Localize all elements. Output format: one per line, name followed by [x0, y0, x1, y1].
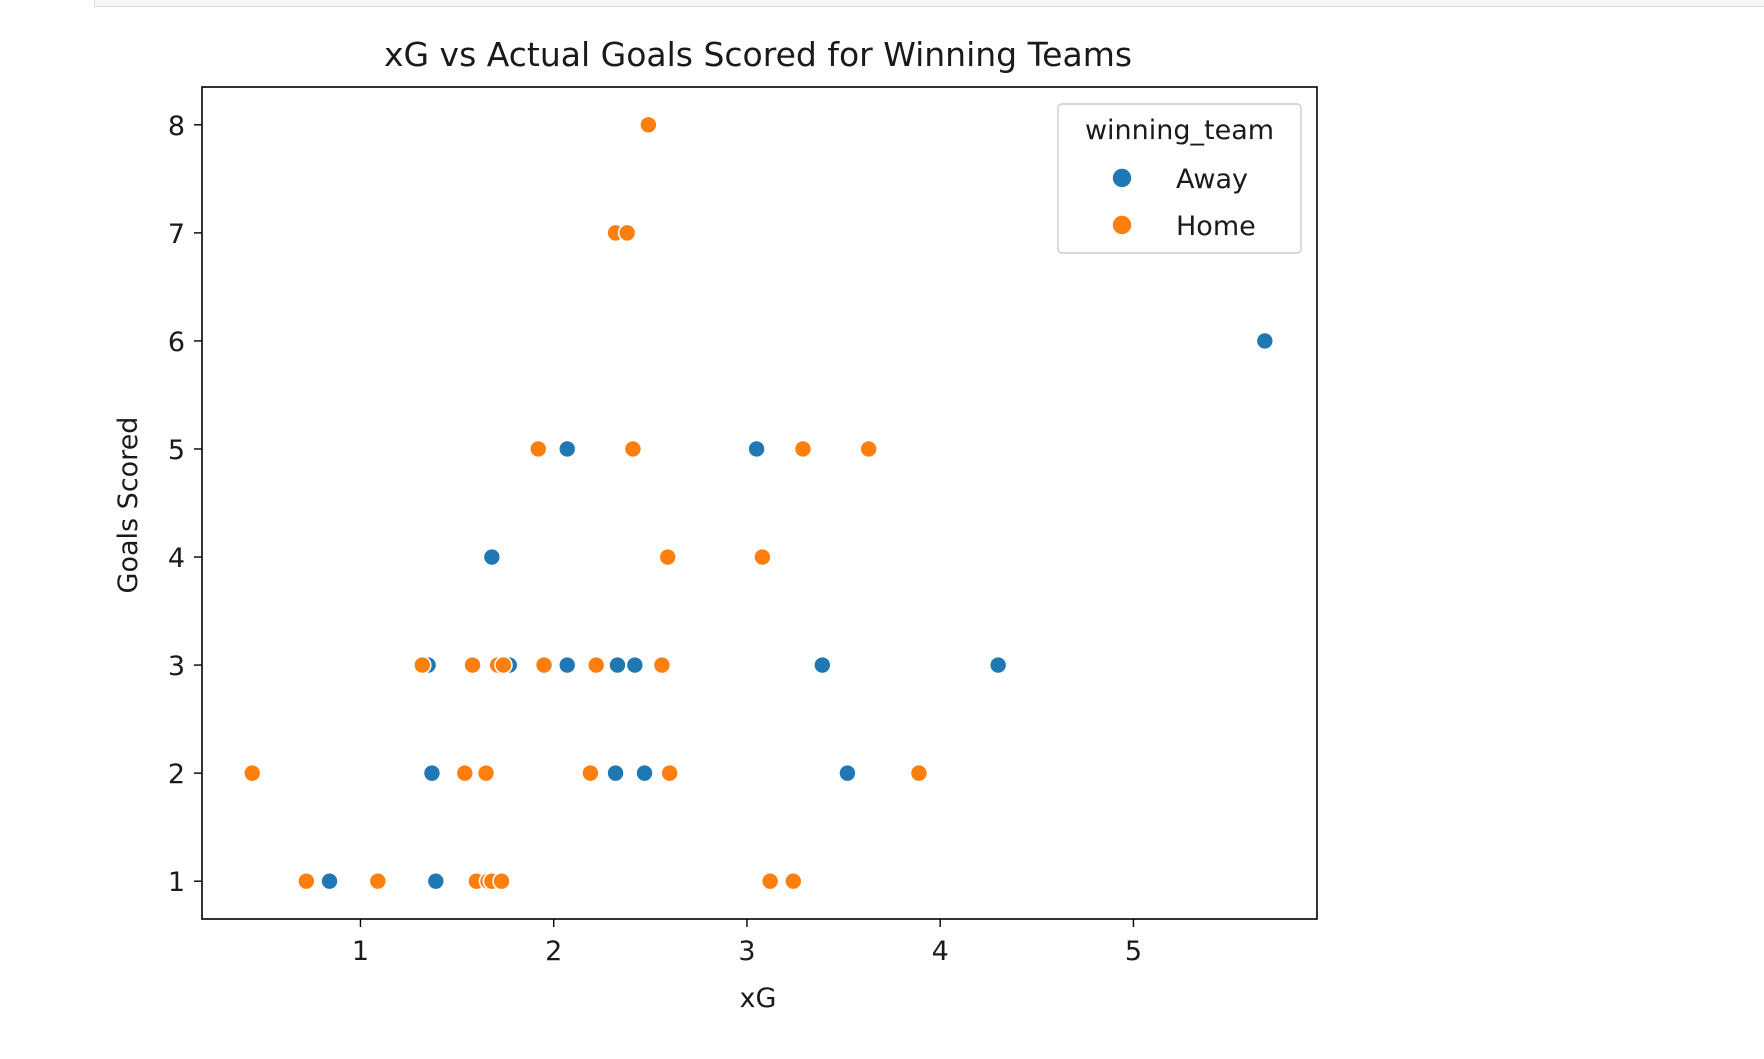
data-point-away [557, 439, 577, 459]
y-tick-label: 6 [168, 327, 185, 358]
y-tick-label: 2 [168, 759, 185, 790]
x-tick-label: 3 [738, 936, 755, 967]
y-tick-label: 8 [168, 111, 185, 142]
data-point-home [581, 763, 600, 783]
data-point-home [455, 763, 475, 783]
data-point-home [639, 115, 658, 135]
series-away [320, 331, 1275, 891]
data-point-home [297, 871, 316, 891]
notebook-cell-edge [94, 0, 1764, 7]
data-point-home [463, 655, 482, 675]
data-point-away [635, 763, 654, 783]
y-tick-label: 4 [168, 543, 185, 574]
y-tick-label: 1 [168, 867, 185, 898]
data-point-away [988, 655, 1008, 675]
data-point-away [422, 763, 442, 783]
chart-title: xG vs Actual Goals Scored for Winning Te… [384, 35, 1132, 74]
data-point-home [623, 439, 643, 459]
data-point-away [557, 655, 577, 675]
data-point-away [606, 763, 625, 783]
data-point-home [368, 871, 388, 891]
data-point-home [753, 547, 772, 567]
data-point-away [426, 871, 446, 891]
data-point-home [412, 655, 432, 675]
data-point-home [476, 763, 496, 783]
y-tick-label: 7 [168, 219, 185, 250]
data-point-home [909, 763, 929, 783]
data-point-away [1255, 331, 1275, 351]
data-point-home [528, 439, 548, 459]
data-point-away [838, 763, 857, 783]
data-point-home [586, 655, 606, 675]
y-tick-label: 3 [168, 651, 185, 682]
x-tick-label: 1 [352, 936, 369, 967]
x-tick-label: 5 [1125, 936, 1142, 967]
plot-area-frame [201, 86, 1318, 920]
x-axis-label: xG [740, 983, 777, 1014]
legend-label-away: Away [1176, 164, 1248, 195]
legend-marker-away [1111, 167, 1133, 189]
data-point-away [320, 871, 339, 891]
x-tick-label: 2 [545, 936, 562, 967]
data-point-away [482, 547, 502, 567]
data-point-home [859, 439, 878, 459]
data-point-home [242, 763, 262, 783]
data-point-home [617, 223, 637, 243]
legend: winning_team Away Home [1057, 103, 1302, 254]
data-point-away [747, 439, 766, 459]
series-home [242, 115, 929, 891]
axis-ticks: 1 2 3 4 5 1 2 3 4 5 6 7 8 [168, 111, 1142, 967]
data-point-home [760, 871, 780, 891]
y-axis-label: Goals Scored [113, 417, 144, 594]
legend-marker-home [1111, 214, 1133, 236]
data-point-home [494, 655, 513, 675]
legend-title: winning_team [1085, 115, 1274, 146]
x-tick-label: 4 [932, 936, 949, 967]
data-point-away [625, 655, 645, 675]
data-points [242, 115, 1275, 891]
data-point-home [658, 547, 678, 567]
data-point-away [608, 655, 627, 675]
y-tick-label: 5 [168, 435, 185, 466]
data-point-home [534, 655, 554, 675]
legend-label-home: Home [1176, 211, 1256, 242]
data-point-home [660, 763, 679, 783]
data-point-home [652, 655, 672, 675]
data-point-home [793, 439, 813, 459]
data-point-home [492, 871, 511, 891]
data-point-away [813, 655, 832, 675]
data-point-home [784, 871, 803, 891]
